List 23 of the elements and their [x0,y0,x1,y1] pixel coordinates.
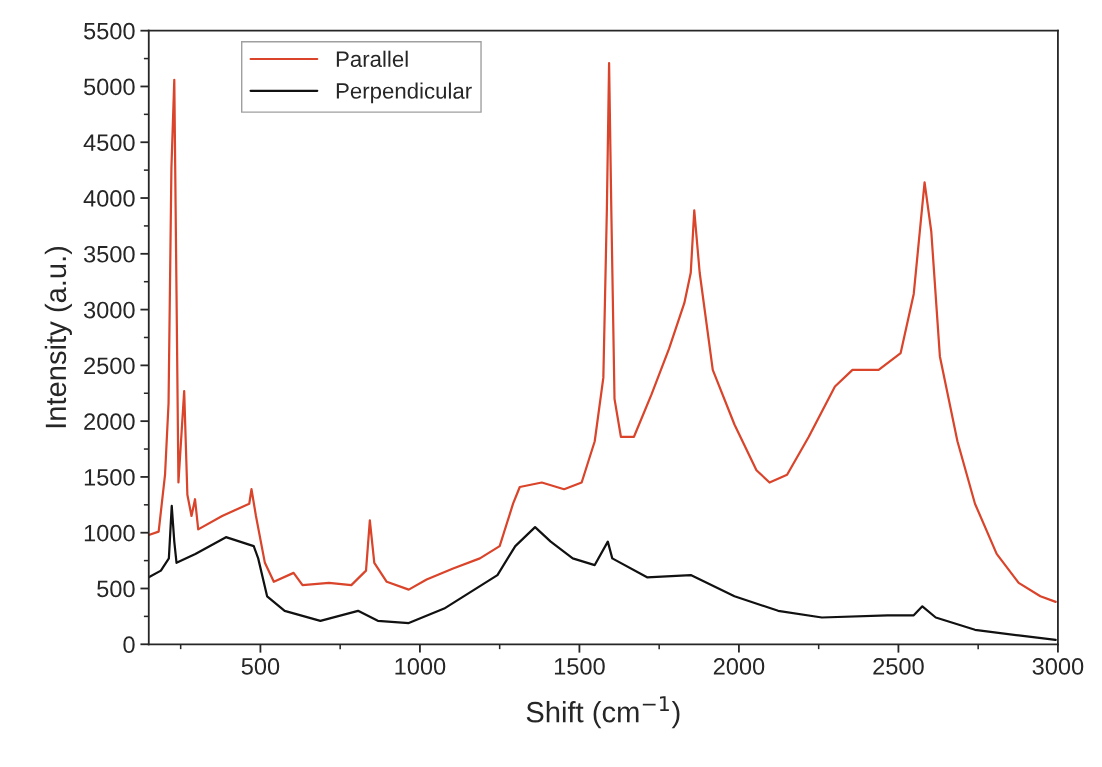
legend-label: Parallel [336,50,408,67]
legend-label: Perpendicular [336,82,472,104]
x-tick-label: 500 [241,658,280,675]
y-tick-label: 1500 [84,469,135,486]
y-tick-label: 2500 [84,357,135,375]
x-axis-title: Shift (cm$^{−1}$) [526,696,680,729]
x-tick-label: 1500 [554,658,605,675]
y-tick-label: 5500 [84,22,135,40]
y-tick-label: 5000 [84,78,135,96]
x-tick-label: 1000 [395,658,446,675]
x-tick-label: 2000 [713,658,765,675]
y-tick-label: 4000 [83,190,135,207]
y-axis-title: Intensity (a.u.) [44,246,72,428]
y-tick-label: 3500 [83,245,135,263]
y-tick-label: 2000 [84,413,135,430]
x-tick-label: 2500 [873,658,924,675]
y-tick-label: 3000 [83,301,135,319]
y-tick-label: 0 [123,636,135,654]
x-tick-label: 3000 [1032,658,1084,675]
y-tick-label: 1000 [84,524,135,542]
y-tick-label: 500 [97,580,135,598]
line-series [148,504,1057,641]
y-tick-label: 4500 [83,134,135,152]
